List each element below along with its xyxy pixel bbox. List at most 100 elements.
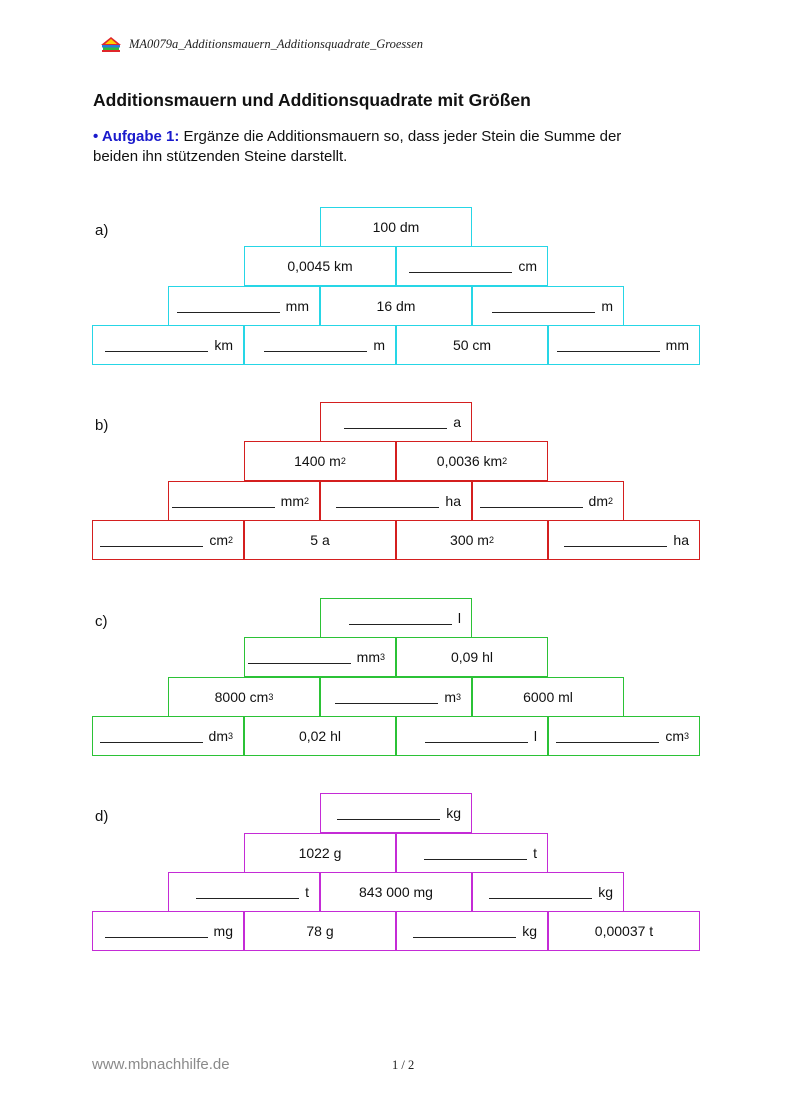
wall-brick[interactable]: mm (548, 325, 700, 365)
answer-blank[interactable] (104, 924, 208, 938)
answer-blank[interactable] (413, 924, 517, 938)
brick-value: 16 dm (376, 298, 416, 314)
brick-unit: mg (213, 923, 233, 939)
brick-unit: cm (665, 728, 684, 744)
brick-unit: cm (209, 532, 228, 548)
wall-brick[interactable]: cm (396, 246, 548, 286)
brick-value: 1400 m (294, 453, 341, 469)
brick-unit: m (444, 689, 456, 705)
brick-unit: cm (518, 258, 537, 274)
wall-brick[interactable]: m (244, 325, 396, 365)
answer-blank[interactable] (336, 494, 440, 508)
wall-brick[interactable]: m (472, 286, 624, 326)
brick-value: 0,0036 km (436, 453, 503, 469)
answer-blank[interactable] (337, 806, 441, 820)
brick-unit: dm (588, 493, 608, 509)
brick-unit: ha (673, 532, 689, 548)
answer-blank[interactable] (489, 885, 593, 899)
brick-value: 78 g (306, 923, 334, 939)
task-text-line2: beiden ihn stützenden Steine darstellt. (93, 147, 348, 165)
answer-blank[interactable] (556, 729, 660, 743)
wall-brick[interactable]: km (92, 325, 244, 365)
wall-label: a) (95, 222, 109, 239)
footer-url: www.mbnachhilfe.de (92, 1056, 230, 1073)
task-label: • Aufgabe 1: (93, 128, 180, 145)
answer-blank[interactable] (348, 611, 452, 625)
answer-blank[interactable] (409, 259, 513, 273)
wall-brick[interactable]: cm 3 (548, 716, 700, 756)
wall-brick[interactable]: t (168, 872, 320, 912)
answer-blank[interactable] (100, 533, 204, 547)
wall-brick: 100 dm (320, 207, 472, 247)
wall-label: b) (95, 417, 109, 434)
wall-label: c) (95, 613, 108, 630)
wall-brick[interactable]: mm 2 (168, 481, 320, 521)
brick-unit: mm (280, 493, 304, 509)
brick-value: 5 a (310, 532, 330, 548)
wall-brick[interactable]: mm 3 (244, 637, 396, 677)
wall-brick: 0,02 hl (244, 716, 396, 756)
wall-brick: 0,09 hl (396, 637, 548, 677)
brick-unit: t (533, 845, 537, 861)
page-number: 1 / 2 (392, 1058, 415, 1072)
answer-blank[interactable] (105, 338, 209, 352)
wall-brick[interactable]: kg (320, 793, 472, 833)
brick-value: 0,09 hl (450, 649, 494, 665)
wall-brick[interactable]: mm (168, 286, 320, 326)
wall-brick: 1022 g (244, 833, 396, 873)
brick-value: 1022 g (298, 845, 342, 861)
answer-blank[interactable] (424, 729, 528, 743)
brick-value: 100 dm (372, 219, 420, 235)
answer-blank[interactable] (99, 729, 203, 743)
answer-blank[interactable] (556, 338, 660, 352)
page-title: Additionsmauern und Additionsquadrate mi… (93, 90, 531, 110)
wall-brick[interactable]: l (396, 716, 548, 756)
answer-blank[interactable] (171, 494, 275, 508)
answer-blank[interactable] (247, 650, 351, 664)
brick-value: 0,00037 t (594, 923, 654, 939)
wall-brick[interactable]: kg (472, 872, 624, 912)
wall-brick: 78 g (244, 911, 396, 951)
wall-brick: 5 a (244, 520, 396, 560)
wall-brick[interactable]: a (320, 402, 472, 442)
wall-brick[interactable]: l (320, 598, 472, 638)
wall-brick: 50 cm (396, 325, 548, 365)
answer-blank[interactable] (264, 338, 368, 352)
answer-blank[interactable] (564, 533, 668, 547)
wall-brick: 8000 cm 3 (168, 677, 320, 717)
wall-brick[interactable]: dm 3 (92, 716, 244, 756)
wall-brick[interactable]: dm 2 (472, 481, 624, 521)
wall-brick[interactable]: mg (92, 911, 244, 951)
answer-blank[interactable] (176, 299, 280, 313)
brick-value: 6000 ml (523, 689, 573, 705)
answer-blank[interactable] (344, 415, 448, 429)
answer-blank[interactable] (335, 690, 439, 704)
answer-blank[interactable] (492, 299, 596, 313)
wall-brick[interactable]: ha (320, 481, 472, 521)
wall-brick: 6000 ml (472, 677, 624, 717)
wall-brick: 0,0045 km (244, 246, 396, 286)
answer-blank[interactable] (424, 846, 528, 860)
wall-brick[interactable]: kg (396, 911, 548, 951)
books-logo-icon (101, 37, 121, 52)
document-id: MA0079a_Additionsmauern_Additionsquadrat… (129, 36, 423, 51)
brick-unit: mm (285, 298, 309, 314)
brick-value: 0,02 hl (298, 728, 342, 744)
answer-blank[interactable] (196, 885, 300, 899)
wall-brick[interactable]: t (396, 833, 548, 873)
wall-brick[interactable]: ha (548, 520, 700, 560)
wall-brick: 16 dm (320, 286, 472, 326)
brick-unit: mm (356, 649, 380, 665)
answer-blank[interactable] (479, 494, 583, 508)
brick-value: 300 m (450, 532, 489, 548)
task-instruction: • Aufgabe 1: Ergänze die Additionsmauern… (93, 127, 718, 166)
brick-unit: l (533, 728, 537, 744)
brick-value: 50 cm (452, 337, 492, 353)
wall-brick: 0,00037 t (548, 911, 700, 951)
brick-unit: km (214, 337, 233, 353)
wall-brick[interactable]: cm 2 (92, 520, 244, 560)
brick-unit: kg (522, 923, 537, 939)
